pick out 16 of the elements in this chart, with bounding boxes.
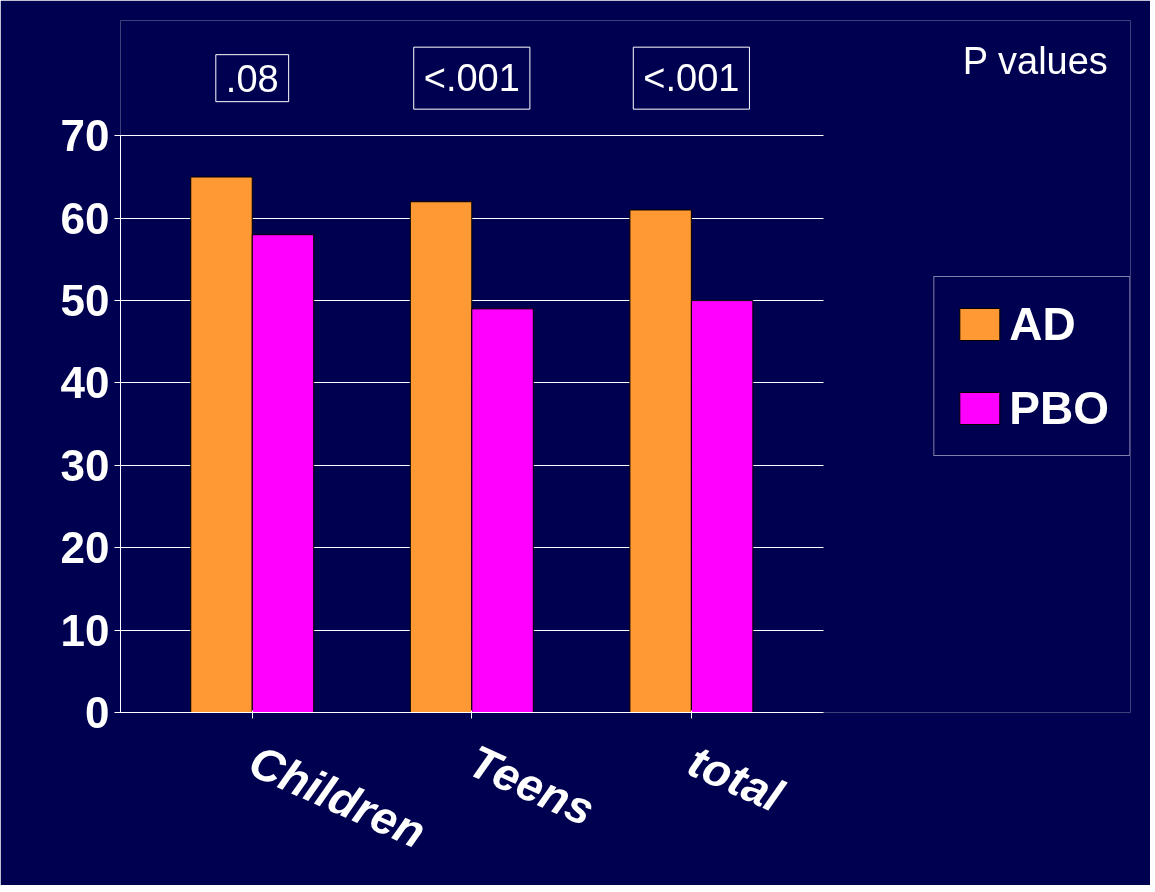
y-tick-label: 20 bbox=[60, 523, 110, 573]
legend-label: PBO bbox=[1009, 381, 1109, 435]
y-tick-label: 30 bbox=[60, 440, 110, 490]
y-tick-label: 40 bbox=[60, 358, 110, 408]
y-tick-label: 70 bbox=[60, 111, 110, 161]
legend-label: AD bbox=[1009, 297, 1076, 351]
text: P values bbox=[962, 39, 1108, 82]
y-tick-label: 0 bbox=[85, 688, 110, 737]
y-tick-label: 50 bbox=[60, 276, 110, 326]
y-tick-label: 60 bbox=[60, 193, 110, 243]
text: .08 bbox=[225, 57, 279, 100]
x-tick-label: total bbox=[680, 734, 792, 823]
y-tick-label: 10 bbox=[60, 605, 110, 655]
text: <.001 bbox=[423, 57, 520, 100]
text: <.001 bbox=[643, 57, 740, 100]
x-tick-label: Teens bbox=[461, 734, 603, 836]
